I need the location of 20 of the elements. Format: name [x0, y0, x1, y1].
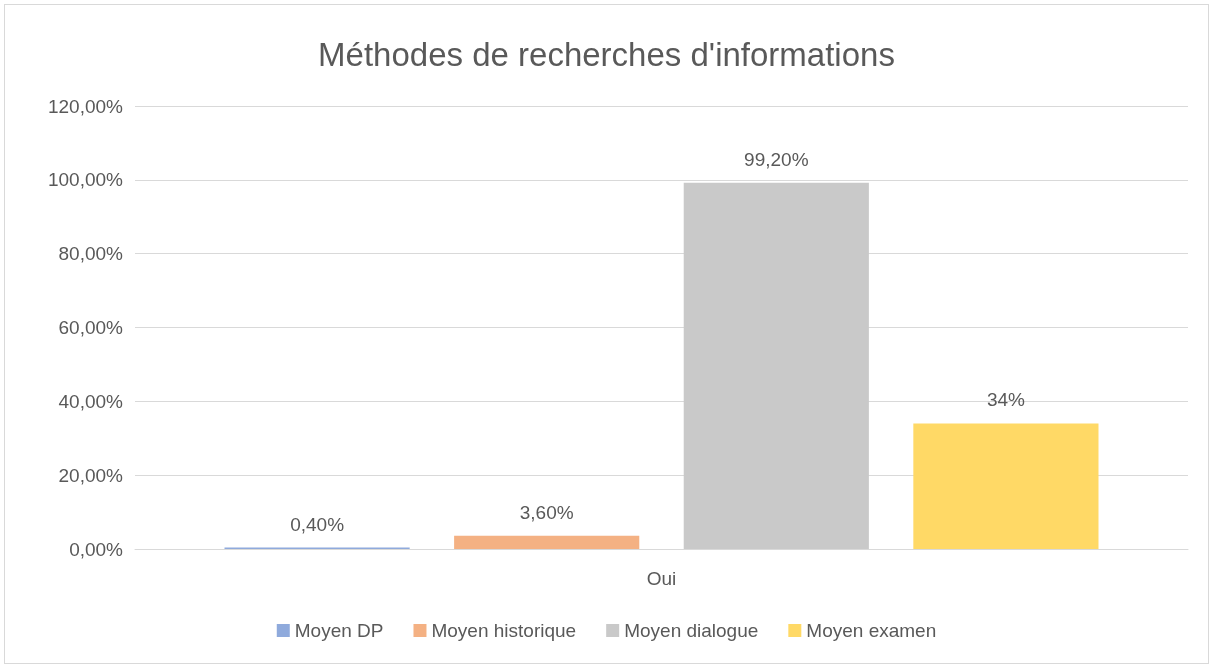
y-tick-label: 100,00%: [47, 169, 124, 191]
data-label: 0,40%: [290, 513, 345, 535]
bar: [913, 423, 1099, 549]
y-tick-label: 120,00%: [47, 95, 124, 117]
bar: [454, 535, 640, 549]
legend-label: Moyen DP: [294, 620, 384, 641]
y-tick-label: 40,00%: [58, 390, 124, 412]
legend-label: Moyen examen: [806, 620, 937, 641]
y-tick-label: 0,00%: [69, 538, 124, 560]
y-tick-label: 20,00%: [58, 464, 124, 486]
data-label: 3,60%: [519, 501, 574, 523]
y-tick-label: 60,00%: [58, 317, 124, 338]
bar: [683, 182, 869, 549]
legend-label: Moyen dialogue: [624, 620, 759, 641]
x-tick-label: Oui: [646, 568, 677, 589]
y-tick-label: 80,00%: [58, 243, 124, 265]
data-label: 34%: [986, 389, 1026, 411]
legend-label: Moyen historique: [431, 620, 577, 641]
data-label: 99,20%: [744, 148, 809, 170]
chart-title: Méthodes de recherches d'informations: [318, 36, 895, 73]
